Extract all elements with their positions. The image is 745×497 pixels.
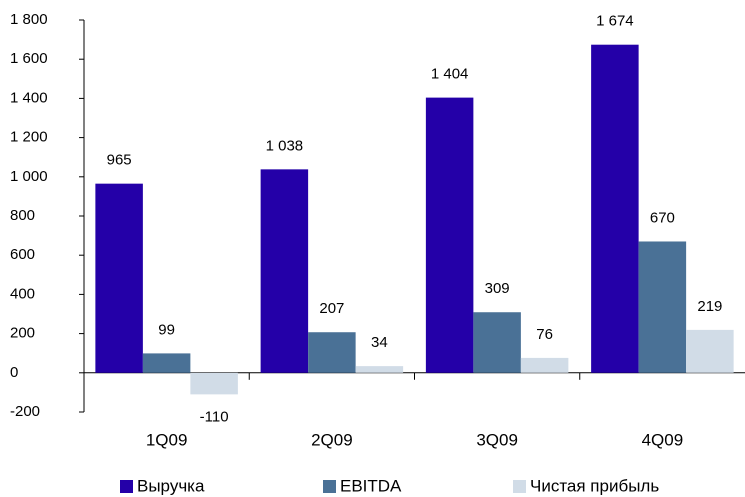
value-label: 99 xyxy=(158,321,175,338)
value-label: 207 xyxy=(319,300,344,317)
y-tick-label: 1 800 xyxy=(10,11,48,28)
bar xyxy=(95,183,143,373)
bar xyxy=(473,312,521,373)
x-tick-label: 4Q09 xyxy=(642,430,684,449)
legend-swatch xyxy=(120,480,133,493)
y-tick-label: 600 xyxy=(10,246,35,263)
value-label: 34 xyxy=(371,334,388,351)
bar xyxy=(686,329,734,373)
y-tick-label: 200 xyxy=(10,325,35,342)
value-label: 76 xyxy=(536,326,553,343)
value-label: 1 404 xyxy=(431,66,469,83)
bar xyxy=(142,353,191,373)
value-label: 309 xyxy=(485,280,510,297)
bar xyxy=(260,169,309,373)
value-label: 1 038 xyxy=(266,137,304,154)
value-label: 219 xyxy=(697,298,722,315)
y-tick-label: 0 xyxy=(10,364,18,381)
bar xyxy=(308,332,356,373)
bar xyxy=(425,97,474,373)
x-tick-label: 2Q09 xyxy=(311,430,353,449)
y-tick-label: 400 xyxy=(10,285,35,302)
value-label: -110 xyxy=(200,408,229,425)
y-tick-label: 1 200 xyxy=(10,129,48,146)
y-tick-label: 1 000 xyxy=(10,168,48,185)
y-tick-label: 1 600 xyxy=(10,50,48,67)
legend-label: EBITDA xyxy=(340,476,402,495)
y-tick-label: -200 xyxy=(10,403,40,420)
legend-swatch xyxy=(513,480,526,493)
y-tick-label: 800 xyxy=(10,207,35,224)
value-label: 670 xyxy=(650,209,675,226)
bar xyxy=(591,44,639,373)
legend-swatch xyxy=(323,480,336,493)
legend-label: Чистая прибыль xyxy=(530,476,659,495)
value-label: 965 xyxy=(107,152,132,169)
y-tick-label: 1 400 xyxy=(10,89,48,106)
bar xyxy=(520,357,569,373)
legend-label: Выручка xyxy=(137,476,205,495)
x-tick-label: 1Q09 xyxy=(146,430,188,449)
bar xyxy=(638,241,687,373)
bar xyxy=(355,366,404,373)
bar xyxy=(190,372,238,395)
value-label: 1 674 xyxy=(596,13,634,30)
x-tick-label: 3Q09 xyxy=(476,430,518,449)
